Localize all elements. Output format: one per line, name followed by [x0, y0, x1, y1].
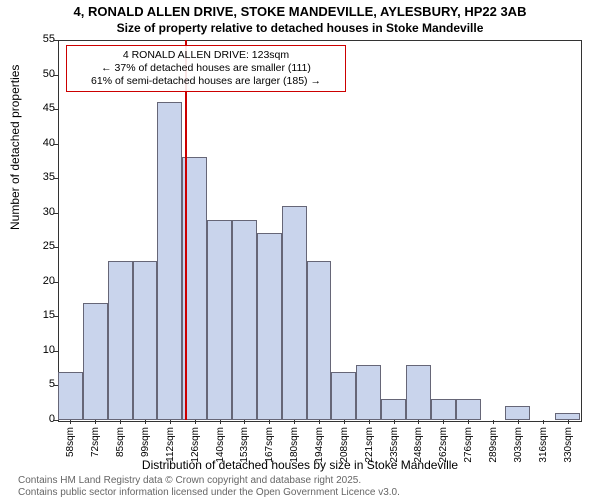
chart-container: 4, RONALD ALLEN DRIVE, STOKE MANDEVILLE,…: [0, 0, 600, 500]
histogram-bar: [307, 261, 332, 420]
histogram-bar: [555, 413, 580, 420]
x-tick-mark: [394, 420, 395, 424]
x-tick-mark: [344, 420, 345, 424]
histogram-bar: [207, 220, 232, 420]
histogram-bar: [282, 206, 307, 420]
y-tick-label: 15: [43, 309, 55, 321]
annotation-box: 4 RONALD ALLEN DRIVE: 123sqm ← 37% of de…: [66, 45, 346, 92]
reference-line: [185, 40, 187, 420]
histogram-bar: [406, 365, 431, 420]
histogram-bar: [431, 399, 456, 420]
y-tick-label: 0: [49, 413, 55, 425]
histogram-bar: [133, 261, 158, 420]
x-tick-mark: [269, 420, 270, 424]
annotation-line2: ← 37% of detached houses are smaller (11…: [73, 62, 339, 75]
y-tick-mark: [54, 351, 58, 352]
y-tick-mark: [54, 282, 58, 283]
y-tick-label: 35: [43, 171, 55, 183]
histogram-bar: [381, 399, 406, 420]
y-tick-label: 40: [43, 137, 55, 149]
y-axis-label: Number of detached properties: [8, 65, 22, 230]
y-tick-label: 25: [43, 240, 55, 252]
x-tick-mark: [70, 420, 71, 424]
x-tick-mark: [145, 420, 146, 424]
y-tick-mark: [54, 75, 58, 76]
histogram-bar: [356, 365, 381, 420]
attribution: Contains HM Land Registry data © Crown c…: [18, 475, 400, 499]
title-main: 4, RONALD ALLEN DRIVE, STOKE MANDEVILLE,…: [0, 4, 600, 19]
y-tick-label: 30: [43, 206, 55, 218]
x-tick-mark: [220, 420, 221, 424]
x-tick-mark: [518, 420, 519, 424]
x-tick-mark: [95, 420, 96, 424]
y-tick-mark: [54, 316, 58, 317]
x-tick-mark: [369, 420, 370, 424]
histogram-bar: [157, 102, 182, 420]
y-tick-mark: [54, 247, 58, 248]
x-tick-mark: [120, 420, 121, 424]
title-sub: Size of property relative to detached ho…: [0, 21, 600, 35]
y-tick-mark: [54, 40, 58, 41]
histogram-bar: [257, 233, 282, 420]
y-tick-mark: [54, 385, 58, 386]
y-tick-mark: [54, 109, 58, 110]
x-tick-mark: [244, 420, 245, 424]
histogram-bar: [83, 303, 108, 420]
x-tick-mark: [443, 420, 444, 424]
x-tick-mark: [568, 420, 569, 424]
histogram-bar: [505, 406, 530, 420]
y-tick-label: 45: [43, 102, 55, 114]
y-tick-label: 10: [43, 344, 55, 356]
y-tick-label: 50: [43, 68, 55, 80]
histogram-bar: [108, 261, 133, 420]
histogram-bar: [232, 220, 257, 420]
y-tick-mark: [54, 213, 58, 214]
annotation-line3: 61% of semi-detached houses are larger (…: [73, 75, 339, 88]
x-tick-mark: [418, 420, 419, 424]
y-tick-mark: [54, 178, 58, 179]
attribution-line1: Contains HM Land Registry data © Crown c…: [18, 475, 400, 487]
y-tick-mark: [54, 144, 58, 145]
histogram-bar: [456, 399, 481, 420]
y-tick-label: 20: [43, 275, 55, 287]
x-tick-mark: [468, 420, 469, 424]
x-tick-mark: [195, 420, 196, 424]
y-tick-mark: [54, 420, 58, 421]
histogram-bar: [331, 372, 356, 420]
x-tick-mark: [170, 420, 171, 424]
x-tick-mark: [319, 420, 320, 424]
annotation-line1: 4 RONALD ALLEN DRIVE: 123sqm: [73, 49, 339, 62]
x-tick-mark: [543, 420, 544, 424]
x-tick-mark: [493, 420, 494, 424]
y-tick-label: 5: [49, 378, 55, 390]
x-tick-mark: [294, 420, 295, 424]
histogram-bar: [58, 372, 83, 420]
y-tick-label: 55: [43, 33, 55, 45]
x-axis-label: Distribution of detached houses by size …: [0, 458, 600, 472]
attribution-line2: Contains public sector information licen…: [18, 487, 400, 499]
